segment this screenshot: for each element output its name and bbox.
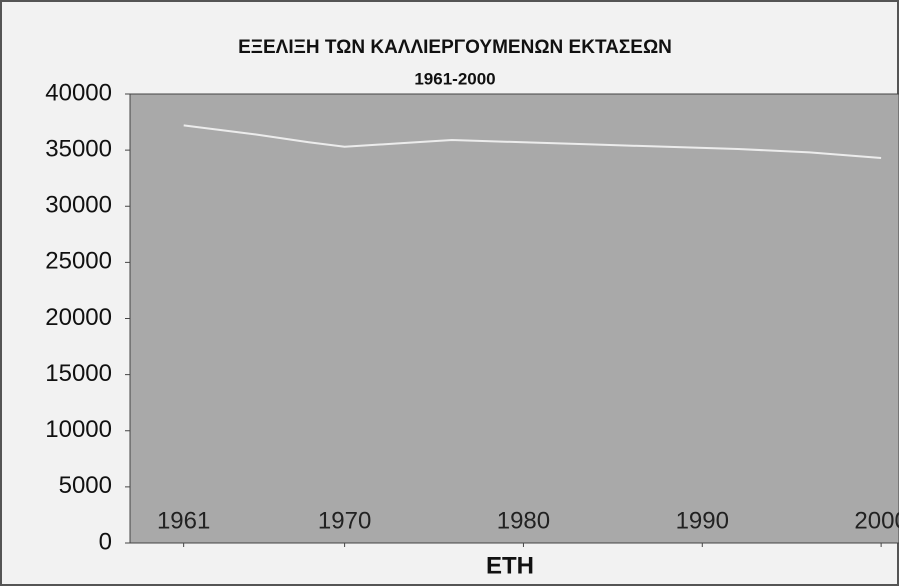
x-tick-label: 1990 — [676, 507, 729, 534]
y-tick-label: 15000 — [45, 360, 112, 387]
chart-title: ΕΞΕΛΙΞΗ ΤΩΝ ΚΑΛΛΙΕΡΓΟΥΜΕΝΩΝ ΕΚΤΑΣΕΩΝ — [238, 37, 672, 58]
plot-area — [129, 93, 899, 544]
x-tick-label: 2000 — [854, 507, 899, 534]
y-tick-label: 10000 — [45, 416, 112, 443]
x-tick-label: 1970 — [318, 507, 371, 534]
x-tick-label: 1980 — [497, 507, 550, 534]
y-tick-label: 40000 — [45, 79, 112, 106]
y-tick-label: 0 — [99, 528, 112, 555]
y-tick-label: 35000 — [45, 135, 112, 162]
y-tick-label: 30000 — [45, 192, 112, 219]
y-tick-label: 25000 — [45, 248, 112, 275]
y-tick-label: 20000 — [45, 304, 112, 331]
x-tick-label: 1961 — [157, 507, 210, 534]
data-line — [183, 124, 882, 159]
x-axis-label: ΕΤΗ — [486, 552, 534, 579]
y-tick-label: 5000 — [59, 472, 112, 499]
chart-subtitle: 1961-2000 — [414, 69, 495, 88]
